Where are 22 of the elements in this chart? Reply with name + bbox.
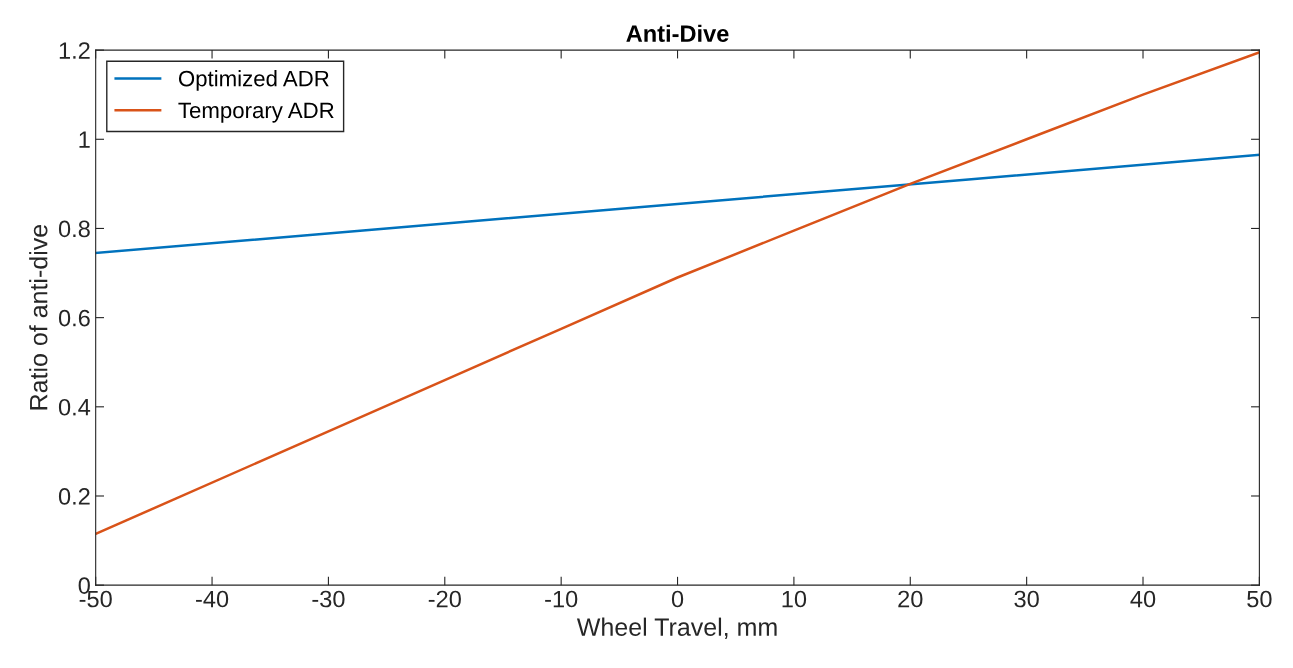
y-tick-label: 0.2 <box>58 488 90 505</box>
y-tick-label: 0.4 <box>58 398 91 416</box>
x-tick-label: 50 <box>1247 590 1272 608</box>
legend-label: Temporary ADR <box>178 102 334 123</box>
chart-title: Anti-Dive <box>626 24 729 42</box>
x-tick-label: 20 <box>898 590 923 608</box>
x-tick-label: 40 <box>1130 590 1156 608</box>
x-tick-label: -40 <box>196 590 229 608</box>
x-tick-label: 10 <box>782 590 807 608</box>
line-series <box>95 153 1260 255</box>
x-tick-label: -20 <box>428 590 461 608</box>
y-tick-label: 0.8 <box>58 220 90 238</box>
x-axis-title: Wheel Travel, mm <box>576 617 777 639</box>
x-tick-label: -30 <box>312 590 345 608</box>
y-tick-label: 1.2 <box>59 42 90 59</box>
x-tick-label: 30 <box>1014 590 1039 608</box>
y-tick-label: 1 <box>79 131 90 148</box>
legend-label: Optimized ADR <box>178 70 329 91</box>
x-tick-label: 0 <box>671 590 684 608</box>
x-tick-label: -10 <box>545 590 578 608</box>
y-tick-label: 0.6 <box>58 309 90 327</box>
y-axis-title: Ratio of anti-dive <box>29 224 48 410</box>
